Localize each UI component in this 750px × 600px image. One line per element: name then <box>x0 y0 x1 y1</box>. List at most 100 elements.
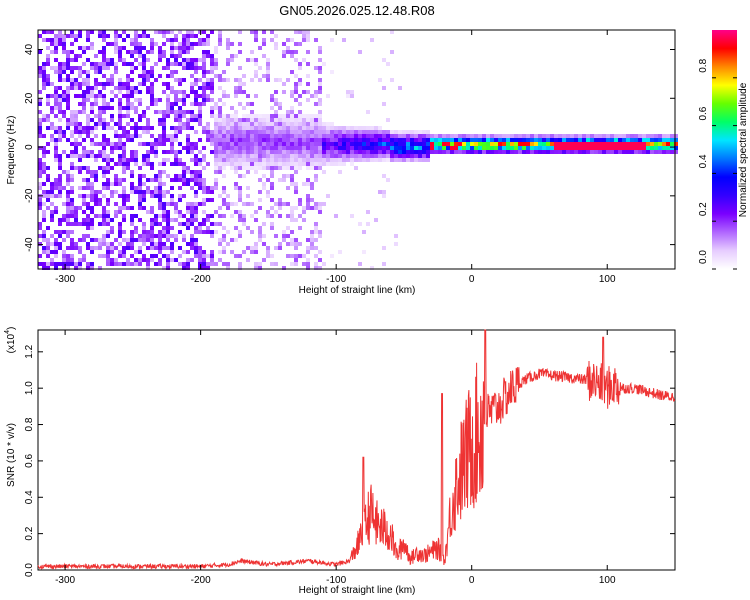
spectrogram-cell <box>306 250 310 254</box>
spectrogram-cell <box>46 226 50 230</box>
spectrogram-cell <box>238 126 242 130</box>
spectrogram-cell <box>234 118 238 122</box>
spectrogram-cell <box>242 126 246 130</box>
spectrogram-cell <box>206 34 210 38</box>
spectrogram-cell <box>86 58 90 62</box>
spectrogram-cell <box>190 34 194 38</box>
spectrogram-cell <box>162 246 166 250</box>
spectrogram-cell <box>350 130 354 134</box>
spectrogram-cell <box>198 102 202 106</box>
spectrogram-cell <box>166 110 170 114</box>
spectrogram-cell <box>190 206 194 210</box>
spectrogram-cell <box>238 194 242 198</box>
spectrogram-cell <box>282 166 286 170</box>
spectrogram-cell <box>338 146 342 150</box>
spectrogram-cell <box>554 134 558 138</box>
spectrogram-cell <box>194 210 198 214</box>
spectrogram-cell <box>314 90 318 94</box>
spectrogram-cell <box>406 142 410 146</box>
snr-y-tick-label: 0.4 <box>24 490 35 504</box>
spectrogram-cell <box>210 262 214 266</box>
spectrogram-cell <box>162 90 166 94</box>
spectrogram-cell <box>338 126 342 130</box>
spectrogram-cell <box>210 58 214 62</box>
spectrogram-cell <box>38 170 42 174</box>
spectrogram-cell <box>314 126 318 130</box>
spectrogram-cell <box>586 142 590 146</box>
spectrogram-cell <box>306 62 310 66</box>
spectrogram-cell <box>130 234 134 238</box>
spectrogram-cell <box>194 246 198 250</box>
spectrogram-cell <box>78 94 82 98</box>
spectrogram-cell <box>202 70 206 74</box>
spectrogram-cell <box>458 134 462 138</box>
spectrogram-cell <box>630 134 634 138</box>
spectrogram-cell <box>294 42 298 46</box>
spectrogram-cell <box>46 190 50 194</box>
spectrogram-cell <box>126 246 130 250</box>
spectrogram-cell <box>158 242 162 246</box>
spectrogram-cell <box>490 134 494 138</box>
spectrogram-cell <box>574 146 578 150</box>
spectrogram-cell <box>298 102 302 106</box>
spectrogram-cell <box>206 162 210 166</box>
spectrogram-cell <box>86 186 90 190</box>
spectrogram-cell <box>126 130 130 134</box>
spectrogram-cell <box>42 38 46 42</box>
spectrogram-cell <box>186 122 190 126</box>
spectrogram-cell <box>222 102 226 106</box>
spectrogram-cell <box>230 118 234 122</box>
spectrogram-cell <box>306 246 310 250</box>
spectrogram-cell <box>622 138 626 142</box>
spectrogram-cell <box>102 126 106 130</box>
spectrogram-cell <box>38 70 42 74</box>
spectrogram-cell <box>98 34 102 38</box>
spectrogram-cell <box>642 150 646 154</box>
spectrogram-cell <box>146 130 150 134</box>
spectrogram-cell <box>94 194 98 198</box>
spectrogram-cell <box>146 90 150 94</box>
spectrogram-cell <box>386 118 390 122</box>
spectrogram-cell <box>318 234 322 238</box>
spectrogram-cell <box>114 94 118 98</box>
spectrogram-cell <box>134 106 138 110</box>
spectrogram-cell <box>198 106 202 110</box>
spectrogram-cell <box>66 154 70 158</box>
spectrogram-cell <box>158 222 162 226</box>
spectrogram-cell <box>98 142 102 146</box>
spectrogram-cell <box>222 90 226 94</box>
spectrogram-cell <box>274 138 278 142</box>
spectrogram-cell <box>138 54 142 58</box>
spectrogram-cell <box>54 114 58 118</box>
spectrogram-cell <box>314 254 318 258</box>
spectrogram-cell <box>306 202 310 206</box>
spectrogram-cell <box>326 130 330 134</box>
spectrogram-cell <box>190 170 194 174</box>
spectrogram-cell <box>266 78 270 82</box>
spectrogram-y-tick-label: -20 <box>24 188 35 203</box>
spectrogram-cell <box>290 174 294 178</box>
spectrogram-cell <box>238 30 242 34</box>
spectrogram-y-tick-label: -40 <box>24 237 35 252</box>
spectrogram-cell <box>134 154 138 158</box>
spectrogram-cell <box>334 214 338 218</box>
spectrogram-cell <box>54 106 58 110</box>
spectrogram-cell <box>254 130 258 134</box>
spectrogram-cell <box>338 162 342 166</box>
spectrogram-cell <box>234 170 238 174</box>
spectrogram-cell <box>522 142 526 146</box>
spectrogram-cell <box>574 150 578 154</box>
spectrogram-cell <box>262 222 266 226</box>
spectrogram-cell <box>306 194 310 198</box>
spectrogram-cell <box>218 242 222 246</box>
spectrogram-cell <box>358 134 362 138</box>
spectrogram-cell <box>194 78 198 82</box>
spectrogram-cell <box>102 58 106 62</box>
spectrogram-cell <box>306 206 310 210</box>
spectrogram-cell <box>210 70 214 74</box>
spectrogram-cell <box>114 174 118 178</box>
spectrogram-cell <box>178 262 182 266</box>
spectrogram-cell <box>186 242 190 246</box>
spectrogram-cell <box>254 266 258 270</box>
spectrogram-x-tick-label: -300 <box>55 274 75 285</box>
